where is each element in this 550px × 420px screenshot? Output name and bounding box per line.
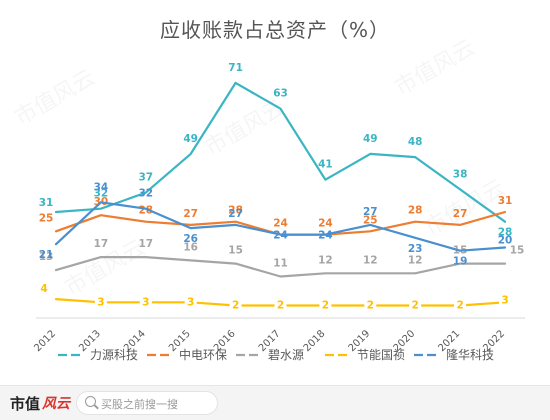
brand-logo-text[interactable]: 市值 [10, 395, 41, 413]
data-label: 15 [228, 245, 243, 257]
data-label: 2 [322, 300, 329, 312]
data-label: 3 [142, 296, 149, 308]
legend-label: 节能国祯 [357, 348, 405, 362]
data-label-bg [94, 295, 107, 308]
data-label: 24 [273, 230, 288, 242]
data-label: 3 [187, 296, 194, 308]
data-label: 13 [39, 251, 54, 263]
data-label: 2 [232, 300, 239, 312]
data-label: 27 [228, 208, 243, 220]
data-label: 12 [363, 254, 378, 266]
data-label: 28 [408, 205, 423, 217]
data-label-bg [364, 298, 377, 311]
data-label-bg [38, 282, 50, 295]
data-label: 23 [408, 243, 423, 255]
search-icon [85, 396, 96, 407]
legend-label: 力源科技 [90, 348, 138, 362]
legend-label: 中电环保 [179, 347, 227, 362]
data-label: 38 [453, 168, 468, 180]
data-label: 27 [363, 206, 378, 218]
data-label: 16 [183, 241, 198, 253]
data-label: 25 [39, 212, 54, 224]
data-label: 24 [318, 218, 333, 230]
data-label: 19 [453, 256, 468, 268]
data-label: 4 [40, 283, 47, 295]
data-label: 3 [501, 294, 508, 306]
search-placeholder: 买股之前搜一搜 [101, 398, 178, 411]
data-label: 12 [318, 254, 333, 266]
data-label: 11 [273, 258, 288, 270]
data-label: 25 [363, 214, 378, 226]
data-label: 28 [228, 205, 243, 217]
data-label: 2 [367, 300, 374, 312]
data-label: 49 [183, 133, 198, 145]
data-label-bg [229, 298, 242, 311]
data-label: 24 [318, 230, 333, 242]
data-label: 27 [183, 208, 198, 220]
data-label: 32 [138, 188, 153, 200]
x-tick-label: 2018 [302, 328, 328, 354]
data-label: 63 [273, 88, 288, 100]
series-line [54, 81, 507, 223]
data-label: 2 [456, 300, 463, 312]
series-line [54, 201, 507, 252]
data-label: 12 [408, 254, 423, 266]
data-label: 26 [183, 233, 198, 245]
search-box[interactable]: 买股之前搜一搜 [76, 391, 218, 415]
data-label: 71 [228, 62, 243, 74]
brand-logo-mark[interactable]: 风云 [42, 396, 70, 412]
x-tick-label: 2012 [32, 328, 58, 354]
data-label: 15 [510, 245, 525, 257]
data-label: 48 [408, 136, 423, 148]
data-label-bg [274, 298, 287, 311]
series-line [54, 256, 507, 278]
data-label: 31 [498, 195, 513, 207]
footer-bar: 市值 风云 买股之前搜一搜 [0, 385, 550, 420]
data-label: 28 [498, 227, 513, 239]
data-label-bg [409, 298, 422, 311]
data-label: 49 [363, 133, 378, 145]
data-label: 34 [94, 181, 109, 193]
data-label-bg [499, 293, 511, 306]
data-label: 2 [412, 300, 419, 312]
data-label-bg [454, 298, 467, 311]
data-label: 41 [318, 159, 333, 171]
data-label: 17 [138, 238, 153, 250]
legend-label: 碧水源 [268, 348, 304, 362]
data-label: 3 [97, 296, 104, 308]
data-label: 31 [39, 197, 54, 209]
data-label: 21 [39, 249, 54, 261]
chart-title: 应收账款占总资产（%） [159, 18, 390, 42]
line-chart: 2012 2013 2014 2015 2016 2017 2018 2019 2020 2021… [32, 62, 525, 362]
data-label: 2 [277, 300, 284, 312]
data-label: 17 [94, 238, 109, 250]
data-label-bg [139, 295, 152, 308]
data-label: 20 [498, 234, 513, 246]
data-label: 27 [453, 208, 468, 220]
data-label: 24 [273, 218, 288, 230]
data-label: 32 [94, 188, 109, 200]
data-label-bg [184, 295, 197, 308]
data-label: 37 [138, 172, 153, 184]
data-label-bg [319, 298, 332, 311]
legend-label: 隆华科技 [446, 347, 494, 362]
